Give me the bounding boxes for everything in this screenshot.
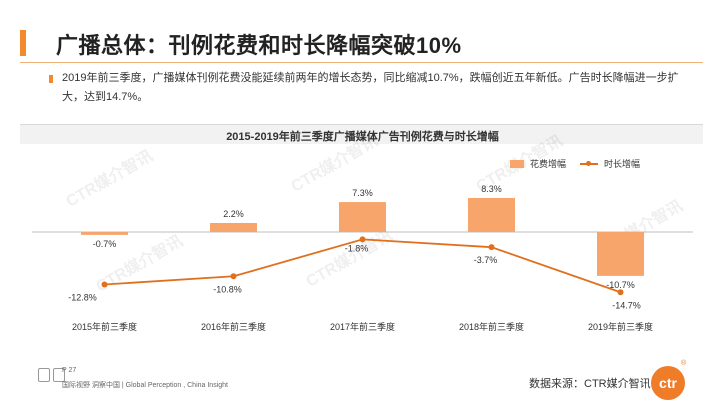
ctr-logo: ctr	[651, 366, 685, 400]
x-tick-label: 2018年前三季度	[459, 321, 524, 332]
point-duration	[230, 273, 237, 280]
point-duration	[101, 281, 108, 288]
chart-title: 2015-2019年前三季度广播媒体广告刊例花费与时长增幅	[226, 131, 499, 143]
legend-label-spend: 花费增幅	[530, 159, 567, 169]
data-source: 数据来源：CTR媒介智讯	[529, 378, 651, 390]
legend-item-spend: 花费增幅	[510, 157, 566, 170]
bullet-marker	[49, 75, 53, 83]
bar-spend	[339, 202, 386, 232]
page-title: 广播总体：刊例花费和时长降幅突破10%	[56, 33, 462, 58]
footer-badges	[38, 368, 68, 382]
bar-label: -10.7%	[606, 280, 635, 290]
legend-item-duration: 时长增幅	[580, 157, 640, 170]
certification-icon	[38, 368, 50, 382]
point-duration	[488, 244, 495, 251]
point-duration	[617, 289, 624, 296]
line-label: -10.8%	[213, 284, 242, 294]
description-text: 2019年前三季度，广播媒体刊例花费没能延续前两年的增长态势，同比缩减10.7%…	[62, 72, 679, 103]
bar-spend	[597, 232, 644, 276]
bar-label: 7.3%	[352, 188, 373, 198]
title-accent-bar	[20, 30, 26, 56]
title-divider	[20, 62, 703, 63]
bar-spend	[81, 232, 128, 235]
bar-label: -0.7%	[93, 239, 117, 249]
x-tick-label: 2015年前三季度	[72, 321, 137, 332]
registered-mark: ®	[681, 360, 687, 367]
chart-legend: 花费增幅 时长增幅	[510, 157, 654, 170]
bar-spend	[210, 222, 257, 232]
point-duration	[359, 236, 366, 243]
chart-header-band	[20, 124, 703, 144]
line-label: -12.8%	[68, 292, 97, 302]
line-label: -14.7%	[612, 300, 641, 310]
bar-label: 8.3%	[481, 184, 502, 194]
page-number: P 27	[62, 367, 77, 374]
x-tick-label: 2016年前三季度	[201, 321, 266, 332]
legend-label-duration: 时长增幅	[604, 159, 641, 169]
x-tick-label: 2017年前三季度	[330, 321, 395, 332]
x-tick-label: 2019年前三季度	[588, 321, 653, 332]
award-icon	[53, 368, 65, 382]
line-label: -1.8%	[345, 243, 369, 253]
legend-swatch-bar	[510, 159, 524, 168]
bar-spend	[468, 197, 515, 232]
line-label: -3.7%	[474, 255, 498, 265]
footer-tagline: 国际视野 洞察中国 | Global Perception , China In…	[62, 382, 228, 389]
legend-swatch-line	[580, 160, 599, 166]
bar-label: 2.2%	[223, 209, 244, 219]
